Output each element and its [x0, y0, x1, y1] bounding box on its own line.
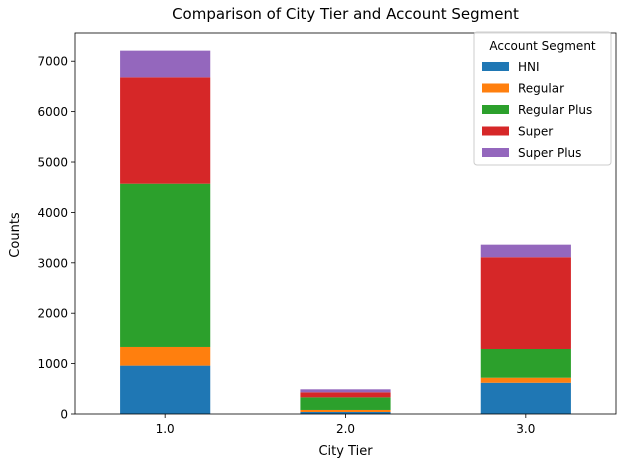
x-tick-label: 3.0 [516, 422, 535, 436]
legend-swatch-super [482, 126, 509, 136]
legend-label-regular-plus: Regular Plus [518, 103, 592, 117]
legend-title: Account Segment [489, 39, 596, 53]
bar-super-plus-1.0 [120, 50, 211, 78]
bar-super-plus-2.0 [300, 389, 391, 393]
x-tick-label: 1.0 [156, 422, 175, 436]
bar-hni-3.0 [480, 382, 571, 414]
y-tick-label: 1000 [37, 357, 68, 371]
bar-super-3.0 [480, 257, 571, 349]
bar-super-1.0 [120, 77, 211, 184]
bar-hni-2.0 [300, 411, 391, 414]
bar-regular-2.0 [300, 409, 391, 412]
legend-label-regular: Regular [518, 82, 564, 96]
y-tick-label: 7000 [37, 55, 68, 69]
legend-label-super-plus: Super Plus [518, 146, 581, 160]
bar-super-plus-3.0 [480, 244, 571, 258]
y-axis-label: Counts [8, 212, 23, 258]
legend: Account Segment HNI Regular Regular Plus Sup… [473, 31, 612, 166]
chart-title: Comparison of City Tier and Account Segm… [172, 5, 519, 23]
bar-super-2.0 [300, 392, 391, 398]
legend-label-hni: HNI [518, 60, 540, 74]
y-tick-label: 4000 [37, 206, 68, 220]
legend-label-super: Super [518, 125, 553, 139]
bar-regular-plus-3.0 [480, 348, 571, 378]
y-tick-label: 2000 [37, 307, 68, 321]
legend-swatch-regular [482, 83, 509, 93]
x-tick-label: 2.0 [336, 422, 355, 436]
bar-regular-plus-1.0 [120, 183, 211, 347]
plot-area: 0 1000 2000 3000 4000 5000 6000 7000 1.0 2.0 3.0 [37, 32, 617, 436]
y-tick-label: 0 [60, 408, 68, 422]
y-tick-label: 3000 [37, 256, 68, 270]
bar-regular-plus-2.0 [300, 397, 391, 410]
bar-regular-3.0 [480, 377, 571, 383]
bar-hni-1.0 [120, 365, 211, 414]
legend-swatch-super-plus [482, 148, 509, 157]
legend-swatch-hni [482, 62, 509, 71]
y-tick-label: 5000 [37, 156, 68, 170]
y-tick-label: 6000 [37, 105, 68, 119]
bar-regular-1.0 [120, 346, 211, 366]
x-axis-label: City Tier [318, 444, 373, 459]
legend-swatch-regular-plus [482, 105, 509, 114]
